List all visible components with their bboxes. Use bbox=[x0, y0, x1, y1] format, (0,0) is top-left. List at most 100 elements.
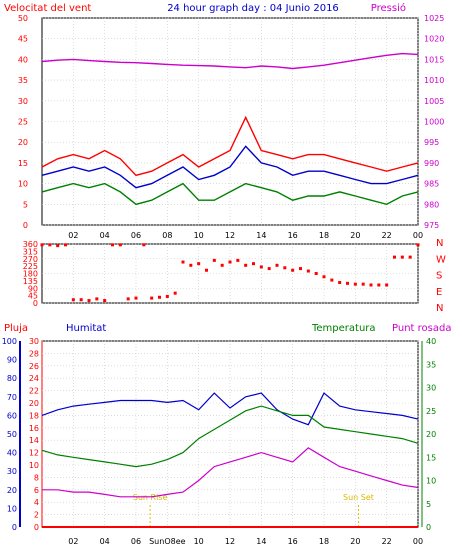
direction-point bbox=[165, 294, 169, 298]
tick-label-pressure: 1010 bbox=[424, 76, 444, 85]
direction-point bbox=[416, 243, 420, 247]
series-line-avg bbox=[41, 182, 419, 206]
direction-point bbox=[228, 260, 232, 264]
tick-label-rain: 10 bbox=[29, 461, 39, 470]
tick-label-wind: 35 bbox=[18, 76, 28, 85]
tick-label-wind: 45 bbox=[18, 35, 28, 44]
direction-point bbox=[346, 281, 349, 285]
x-tick-label: 16 bbox=[288, 537, 298, 546]
series-line-gust bbox=[41, 115, 419, 177]
tick-label-wind: 30 bbox=[18, 97, 28, 106]
direction-point bbox=[330, 278, 334, 282]
direction-point bbox=[275, 263, 279, 267]
tick-label-direction: 135 bbox=[23, 277, 38, 286]
direction-point bbox=[353, 282, 357, 286]
tick-label-wind: 40 bbox=[18, 55, 28, 64]
rain-label: Pluja bbox=[4, 323, 28, 334]
tick-label-pressure: 1000 bbox=[424, 118, 444, 127]
tick-label-humidity: 50 bbox=[7, 430, 17, 439]
direction-point bbox=[103, 299, 107, 303]
direction-point bbox=[48, 243, 52, 247]
sun-marker-label: Sun Set bbox=[343, 493, 374, 502]
tick-label-temp: 40 bbox=[426, 337, 436, 346]
tick-label-direction: 45 bbox=[28, 292, 38, 301]
tick-label-pressure: 1020 bbox=[424, 35, 444, 44]
x-tick-label: 22 bbox=[382, 537, 392, 546]
direction-point bbox=[369, 283, 373, 287]
tick-label-direction: 360 bbox=[23, 240, 38, 249]
direction-point bbox=[408, 255, 412, 259]
x-tick-label: 16 bbox=[288, 231, 298, 240]
x-tick-label: 00 bbox=[413, 537, 423, 546]
direction-point bbox=[158, 295, 161, 299]
compass-label: N bbox=[436, 303, 443, 314]
direction-point bbox=[252, 262, 255, 266]
tick-label-pressure: 985 bbox=[424, 180, 439, 189]
sun-marker-label: Sun Rise bbox=[133, 493, 168, 502]
direction-point bbox=[87, 299, 91, 303]
compass-label: W bbox=[436, 254, 446, 265]
tick-label-rain: 0 bbox=[34, 523, 39, 532]
tick-label-humidity: 70 bbox=[7, 393, 17, 402]
direction-point bbox=[134, 296, 138, 300]
direction-point bbox=[283, 266, 287, 270]
x-tick-label: 14 bbox=[256, 231, 266, 240]
x-tick-label: 18 bbox=[319, 537, 329, 546]
series-line-temperature bbox=[41, 405, 419, 468]
compass-label: E bbox=[436, 287, 442, 298]
tick-label-humidity: 80 bbox=[7, 374, 17, 383]
tick-label-direction: 0 bbox=[33, 299, 38, 308]
x-tick-label: 18 bbox=[319, 231, 329, 240]
x-tick-label: 04 bbox=[100, 231, 110, 240]
direction-point bbox=[212, 258, 216, 262]
x-tick-label: 14 bbox=[256, 537, 266, 546]
tick-label-temp: 35 bbox=[426, 360, 436, 369]
tick-label-rain: 20 bbox=[29, 399, 39, 408]
tick-label-rain: 22 bbox=[29, 387, 39, 396]
direction-point bbox=[142, 243, 146, 247]
tick-label-pressure: 1015 bbox=[424, 55, 444, 64]
direction-point bbox=[244, 263, 248, 267]
chart-title: 24 hour graph day : 04 Junio 2016 bbox=[167, 3, 339, 14]
series-line-dew bbox=[42, 447, 419, 498]
direction-point bbox=[393, 255, 396, 259]
series-line-humidity bbox=[41, 392, 419, 426]
direction-point bbox=[205, 268, 208, 272]
wind-speed-label: Velocitat del vent bbox=[4, 3, 91, 14]
tick-label-humidity: 60 bbox=[7, 411, 17, 420]
pressure-label: Pressió bbox=[371, 2, 406, 14]
tick-label-temp: 20 bbox=[426, 430, 436, 439]
tick-label-pressure: 990 bbox=[424, 159, 439, 168]
series-line-pressure bbox=[41, 52, 419, 70]
direction-point bbox=[189, 263, 193, 267]
tick-label-pressure: 1025 bbox=[424, 14, 444, 23]
tick-label-humidity: 90 bbox=[7, 356, 17, 365]
tick-label-humidity: 100 bbox=[2, 337, 17, 346]
direction-point bbox=[385, 283, 389, 287]
humidity-label: Humitat bbox=[66, 323, 106, 334]
tick-label-temp: 15 bbox=[426, 453, 436, 462]
direction-point bbox=[118, 243, 122, 247]
direction-point bbox=[64, 243, 67, 247]
tick-label-wind: 0 bbox=[23, 221, 28, 230]
tick-label-rain: 6 bbox=[34, 486, 39, 495]
x-tick-label: 08 bbox=[162, 231, 172, 240]
direction-point bbox=[338, 281, 342, 285]
compass-label: S bbox=[436, 271, 442, 282]
tick-label-humidity: 30 bbox=[7, 467, 17, 476]
x-tick-label: 12 bbox=[225, 231, 235, 240]
tick-label-rain: 8 bbox=[34, 473, 39, 482]
tick-label-temp: 10 bbox=[426, 477, 436, 486]
direction-point bbox=[322, 275, 326, 279]
x-tick-label: 00 bbox=[413, 231, 423, 240]
direction-point bbox=[361, 282, 365, 286]
x-tick-label: 10 bbox=[194, 231, 204, 240]
tick-label-direction: 315 bbox=[23, 247, 38, 256]
tick-label-wind: 10 bbox=[18, 180, 28, 189]
tick-label-temp: 30 bbox=[426, 384, 436, 393]
tick-label-rain: 14 bbox=[29, 436, 39, 445]
direction-point bbox=[314, 272, 318, 275]
dew-point-label: Punt rosada bbox=[392, 323, 451, 334]
x-tick-label: 22 bbox=[382, 231, 392, 240]
tick-label-wind: 20 bbox=[18, 138, 28, 147]
